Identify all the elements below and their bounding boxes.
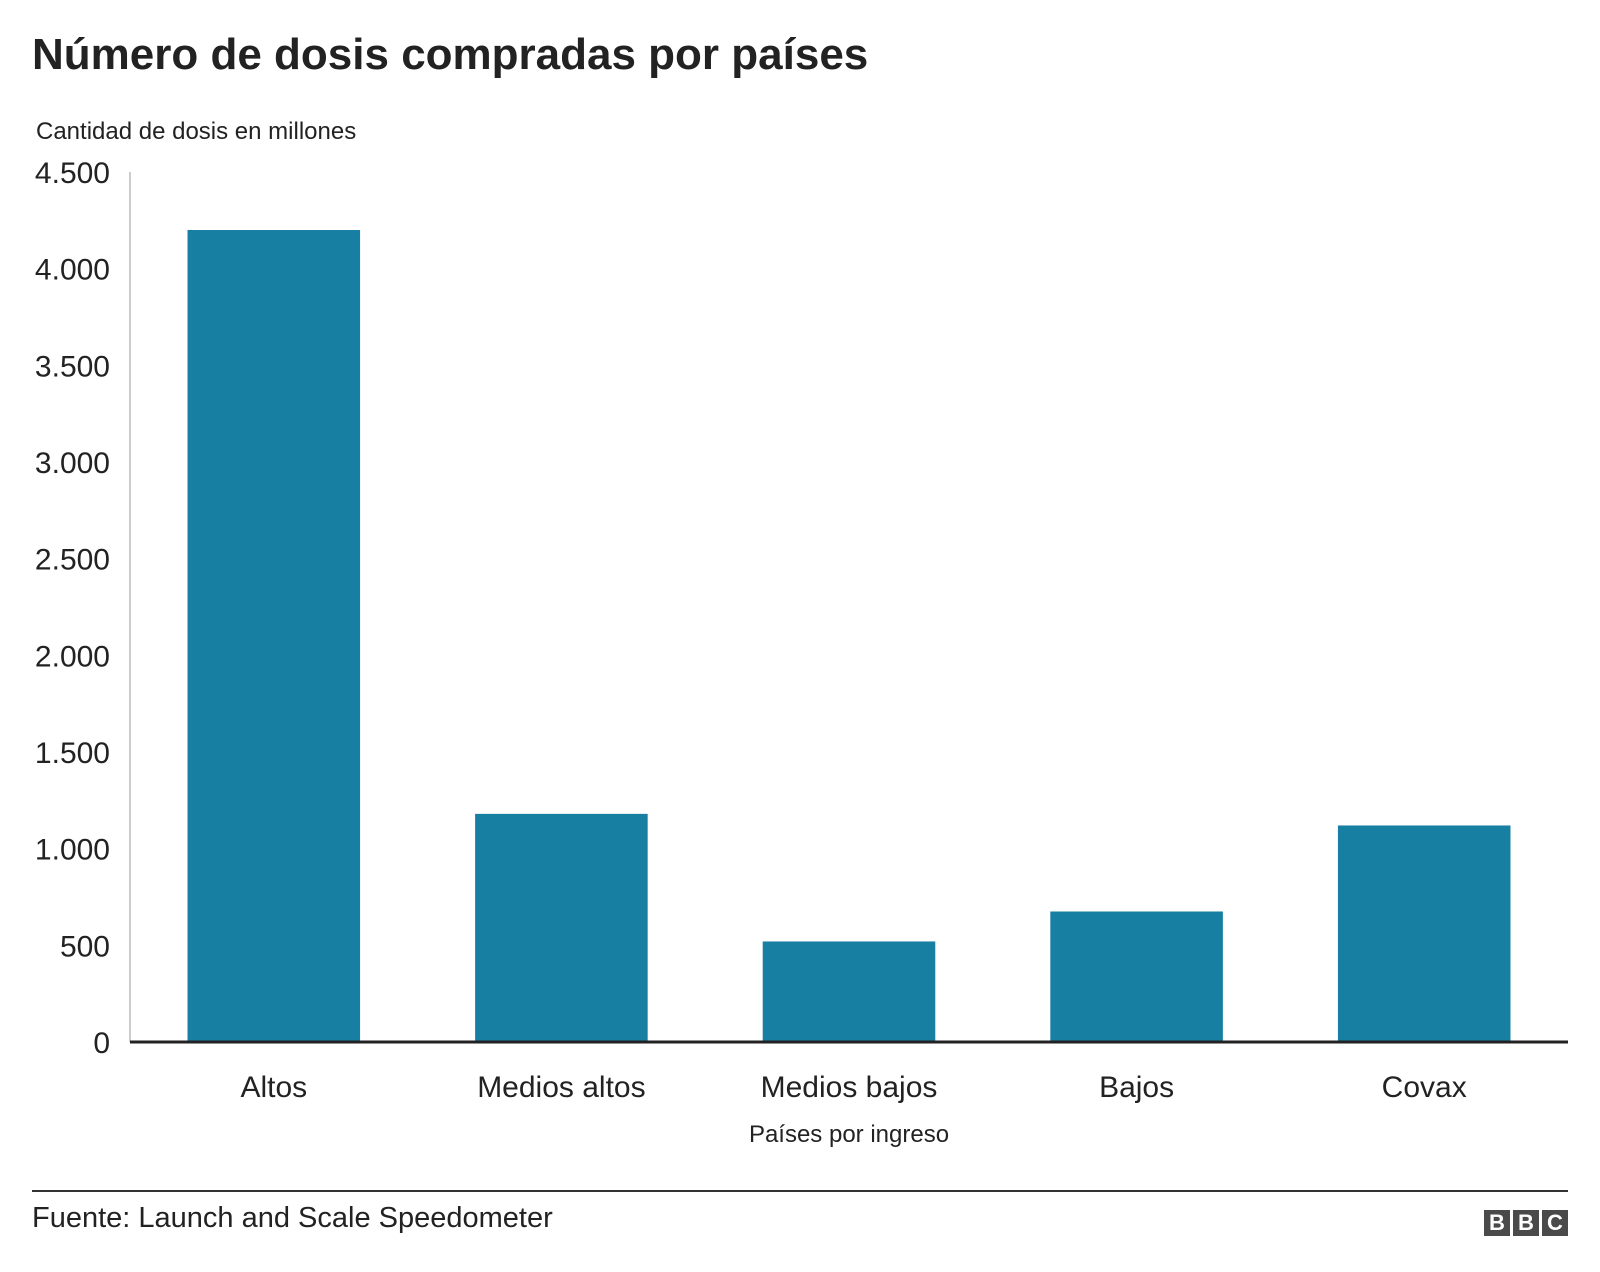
y-tick-labels: 0 500 1.000 1.500 2.000 2.500 3.000 3.500 4.000 4… — [35, 157, 110, 1060]
y-tick-label: 500 — [60, 930, 110, 963]
bar-covax — [1337, 825, 1511, 1042]
bars — [187, 230, 1511, 1042]
y-axis-label: Cantidad de dosis en millones — [36, 118, 357, 145]
bar-bajos — [1050, 911, 1223, 1042]
logo-letter-c: C — [1542, 1210, 1568, 1236]
y-tick-label: 1.000 — [35, 834, 110, 867]
bar-medios-bajos — [762, 941, 936, 1042]
bar-chart: 0 500 1.000 1.500 2.000 2.500 3.000 3.500 4.000 4… — [35, 157, 1568, 1148]
x-axis-label: Países por ingreso — [749, 1121, 949, 1148]
x-tick-label: Medios bajos — [761, 1071, 938, 1104]
y-tick-label: 4.500 — [35, 157, 110, 190]
footer-divider — [32, 1190, 1568, 1192]
x-tick-label: Covax — [1382, 1071, 1467, 1104]
source-note: Fuente: Launch and Scale Speedometer — [32, 1202, 553, 1234]
x-tick-label: Medios altos — [477, 1071, 645, 1104]
bbc-logo: B B C — [1484, 1210, 1568, 1236]
logo-letter-b2: B — [1513, 1210, 1539, 1236]
x-tick-label: Bajos — [1099, 1071, 1174, 1104]
y-tick-label: 0 — [93, 1027, 110, 1060]
chart-title: Número de dosis compradas por países — [32, 30, 869, 79]
y-tick-label: 3.500 — [35, 350, 110, 383]
x-tick-label: Altos — [240, 1071, 307, 1104]
y-tick-label: 3.000 — [35, 447, 110, 480]
y-tick-label: 4.000 — [35, 254, 110, 287]
y-tick-label: 2.000 — [35, 640, 110, 673]
bar-medios-altos — [475, 813, 648, 1042]
x-tick-labels: Altos Medios altos Medios bajos Bajos Covax — [240, 1071, 1466, 1104]
bar-altos — [187, 230, 361, 1042]
y-tick-label: 2.500 — [35, 544, 110, 577]
y-tick-label: 1.500 — [35, 737, 110, 770]
logo-letter-b1: B — [1484, 1210, 1510, 1236]
